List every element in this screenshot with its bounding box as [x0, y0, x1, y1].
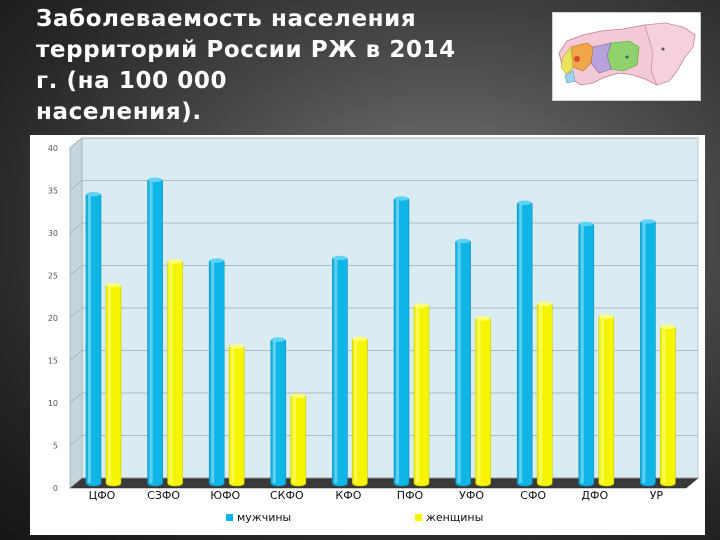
bar-highlight: [580, 225, 584, 483]
bar-men-top: [271, 337, 286, 342]
bar-highlight: [539, 305, 543, 483]
bar-women-top: [537, 301, 552, 307]
russia-map-icon: [552, 12, 701, 101]
y-tick-label: 0: [53, 484, 58, 493]
bar-highlight: [416, 307, 419, 483]
bar-women-top: [229, 344, 244, 349]
bar-men-top: [332, 255, 347, 261]
bar-men-top: [517, 200, 532, 205]
x-tick-label: ДФО: [581, 489, 608, 502]
legend-item-women: женщины: [415, 511, 483, 524]
y-tick-label: 15: [48, 357, 58, 366]
gridline-side: [69, 180, 83, 191]
x-tick-label: УР: [650, 489, 664, 502]
x-tick-label: УФО: [459, 489, 484, 502]
bar-women-top: [414, 303, 429, 308]
bar-highlight: [169, 262, 173, 483]
x-tick-label: ЮФО: [210, 489, 240, 502]
bar-highlight: [334, 259, 338, 483]
bar-women-top: [476, 316, 491, 321]
bar-highlight: [108, 286, 111, 483]
gridline-side: [69, 392, 83, 404]
bar-highlight: [211, 262, 215, 483]
bar-highlight: [149, 181, 153, 484]
bar-highlight: [642, 222, 646, 483]
y-tick-label: 40: [48, 144, 58, 153]
bar-women-top: [352, 336, 367, 341]
bar-men-top: [394, 196, 409, 201]
gridline-side: [69, 477, 83, 489]
x-tick-label: СЗФО: [147, 489, 180, 502]
bar-men-top: [640, 219, 655, 224]
gridline-side: [69, 222, 83, 234]
y-tick-label: 10: [48, 399, 58, 408]
bar-highlight: [396, 200, 399, 483]
bar-highlight: [272, 341, 276, 483]
y-tick-label: 20: [48, 314, 58, 323]
legend-swatch-women: [415, 514, 422, 521]
bar-highlight: [662, 328, 666, 483]
bar-women-top: [291, 393, 306, 398]
gridline-side: [69, 307, 83, 319]
bar-highlight: [354, 340, 358, 483]
gridline-side: [69, 265, 83, 276]
bar-men-top: [148, 177, 163, 182]
bar-highlight: [292, 397, 296, 483]
gridline-side: [69, 350, 83, 361]
legend-swatch-men: [226, 514, 233, 521]
bar-men-top: [86, 192, 101, 197]
x-tick-label: ЦФО: [89, 489, 116, 502]
bar-highlight: [231, 347, 235, 483]
bar-highlight: [600, 318, 604, 483]
gridline-side: [69, 137, 83, 149]
legend-label-women: женщины: [426, 511, 484, 524]
bar-women-top: [106, 283, 121, 288]
slide-title: Заболеваемость населения территорий Росс…: [36, 6, 456, 125]
bar-highlight: [477, 319, 481, 483]
gridline-side: [69, 435, 83, 446]
x-tick-label: СФО: [520, 489, 546, 502]
x-tick-label: СКФО: [270, 489, 304, 502]
bar-highlight: [457, 242, 461, 483]
legend-item-men: мужчины: [226, 511, 291, 524]
bar-highlight: [519, 204, 523, 483]
x-tick-label: ПФО: [397, 489, 424, 502]
y-tick-label: 30: [48, 229, 58, 238]
bar-men-top: [209, 258, 224, 263]
bar-men-top: [456, 238, 471, 244]
bar-women-top: [599, 314, 614, 319]
y-tick-label: 5: [53, 442, 58, 451]
bar-women-top: [660, 324, 675, 330]
bar-highlight: [88, 195, 91, 483]
bar-women-top: [168, 259, 183, 264]
y-tick-label: 35: [48, 187, 58, 196]
y-tick-label: 25: [48, 272, 58, 281]
chart-legend: мужчины женщины: [0, 511, 720, 525]
x-tick-label: КФО: [335, 489, 361, 502]
legend-label-men: мужчины: [237, 511, 292, 524]
bar-men-top: [579, 221, 594, 227]
